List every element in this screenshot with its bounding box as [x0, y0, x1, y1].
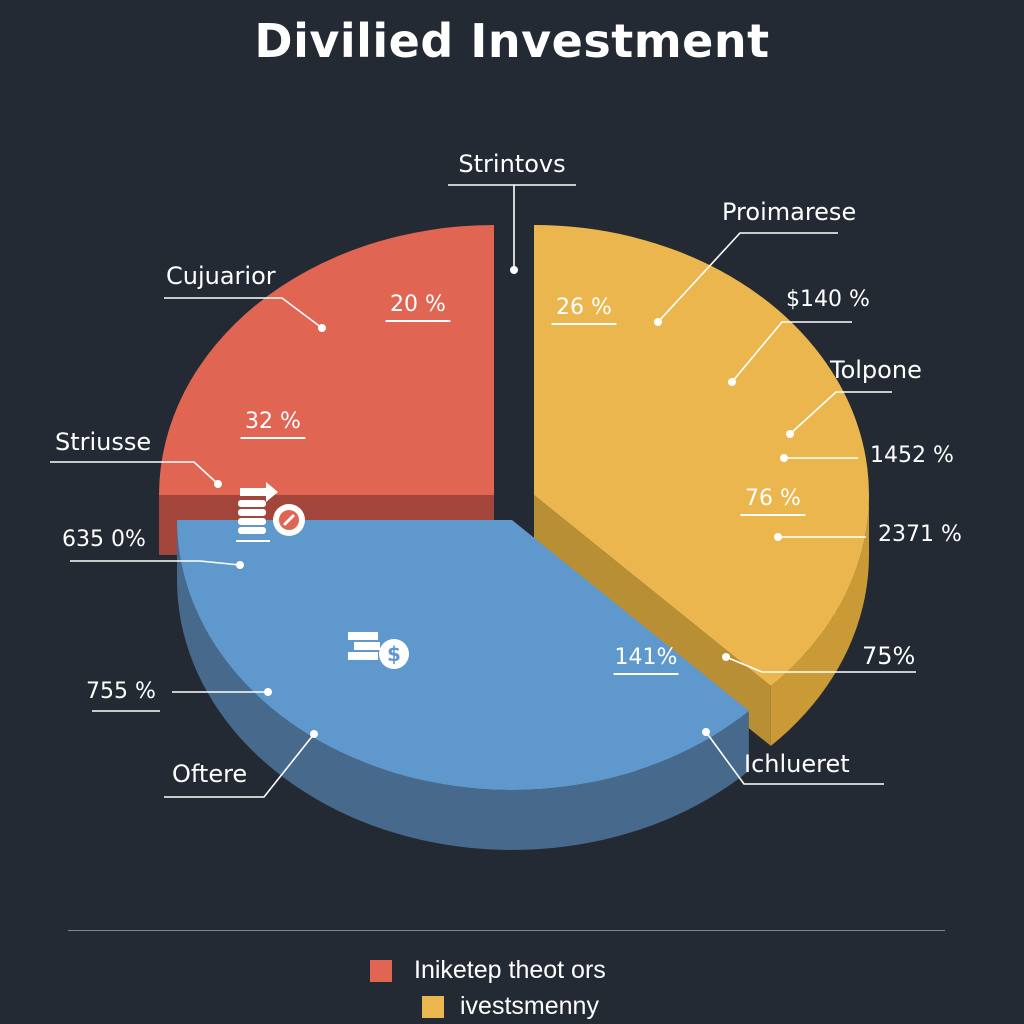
- coins-arrow-icon: [236, 482, 305, 542]
- legend-swatch-yellow: [422, 995, 444, 1018]
- callout-cujuarior-dot: [318, 324, 326, 332]
- chart-title: Divilied Investment: [254, 14, 770, 68]
- callout-strintovs: Strintovs: [458, 150, 565, 178]
- legend-label-red: Iniketep theot ors: [414, 956, 606, 984]
- pie-labels: 20 % 32 % 26 % 76 % 141% Strintovs Proimarese $…: [50, 150, 962, 798]
- pie-slice-1: [534, 225, 870, 686]
- callout-755-dot: [264, 688, 272, 696]
- pie-tops: [159, 225, 870, 790]
- callout-140: $140 %: [786, 287, 870, 312]
- callout-2371-dot: [774, 533, 782, 541]
- callout-140-leader: [731, 321, 852, 383]
- callout-755: 755 %: [86, 679, 156, 704]
- callout-ichlueret: Ichlueret: [744, 750, 850, 778]
- callout-635-leader: [70, 560, 241, 566]
- callout-striusse-leader: [50, 461, 219, 485]
- callout-ichlueret-dot: [702, 728, 710, 736]
- callout-striusse: Striusse: [55, 428, 151, 456]
- pie-decor: $: [236, 482, 409, 669]
- legend-divider: [68, 930, 945, 931]
- money-dollar-icon: $: [348, 632, 409, 669]
- callout-tolpone-leader: [789, 391, 892, 435]
- callout-proimarese: Proimarese: [722, 198, 856, 226]
- pie-side-2: [177, 520, 749, 850]
- callout-strintovs-dot: [510, 266, 518, 274]
- callout-striusse-dot: [214, 480, 222, 488]
- callout-75-leader: [725, 656, 916, 673]
- pie-slice-2: [177, 520, 749, 790]
- legend-label-yellow: ivestsmenny: [460, 992, 599, 1020]
- callout-635: 635 0%: [62, 527, 146, 552]
- legend-item-red: Iniketep theot ors: [370, 956, 606, 985]
- callout-cujuarior: Cujuarior: [166, 262, 276, 290]
- slice-label-red-1: 20 %: [390, 292, 446, 317]
- callout-oftere-leader: [164, 733, 315, 798]
- slice-label-blue-1: 141%: [615, 645, 678, 670]
- callout-cujuarior-leader: [164, 297, 323, 329]
- callout-75: 75%: [862, 642, 915, 670]
- callout-ichlueret-leader: [705, 731, 884, 785]
- callout-1452: 1452 %: [870, 443, 954, 468]
- pie-side-1: [770, 495, 869, 746]
- callout-proimarese-leader: [657, 232, 838, 323]
- callout-140-dot: [728, 378, 736, 386]
- callout-635-dot: [236, 561, 244, 569]
- slice-label-yellow-1: 26 %: [556, 295, 612, 320]
- callout-tolpone: Tolpone: [829, 356, 922, 384]
- slice-label-red-2: 32 %: [245, 409, 301, 434]
- callout-tolpone-dot: [786, 430, 794, 438]
- callout-proimarese-dot: [654, 318, 662, 326]
- callout-1452-dot: [780, 454, 788, 462]
- callout-oftere-dot: [310, 730, 318, 738]
- legend-item-yellow: ivestsmenny: [422, 992, 599, 1021]
- slice-label-yellow-2: 76 %: [745, 486, 801, 511]
- pie-slice-0: [159, 225, 494, 495]
- callout-oftere: Oftere: [172, 760, 247, 788]
- callout-75-dot: [722, 653, 730, 661]
- svg-text:$: $: [387, 642, 401, 666]
- callout-2371: 2371 %: [878, 522, 962, 547]
- legend-swatch-red: [370, 959, 392, 982]
